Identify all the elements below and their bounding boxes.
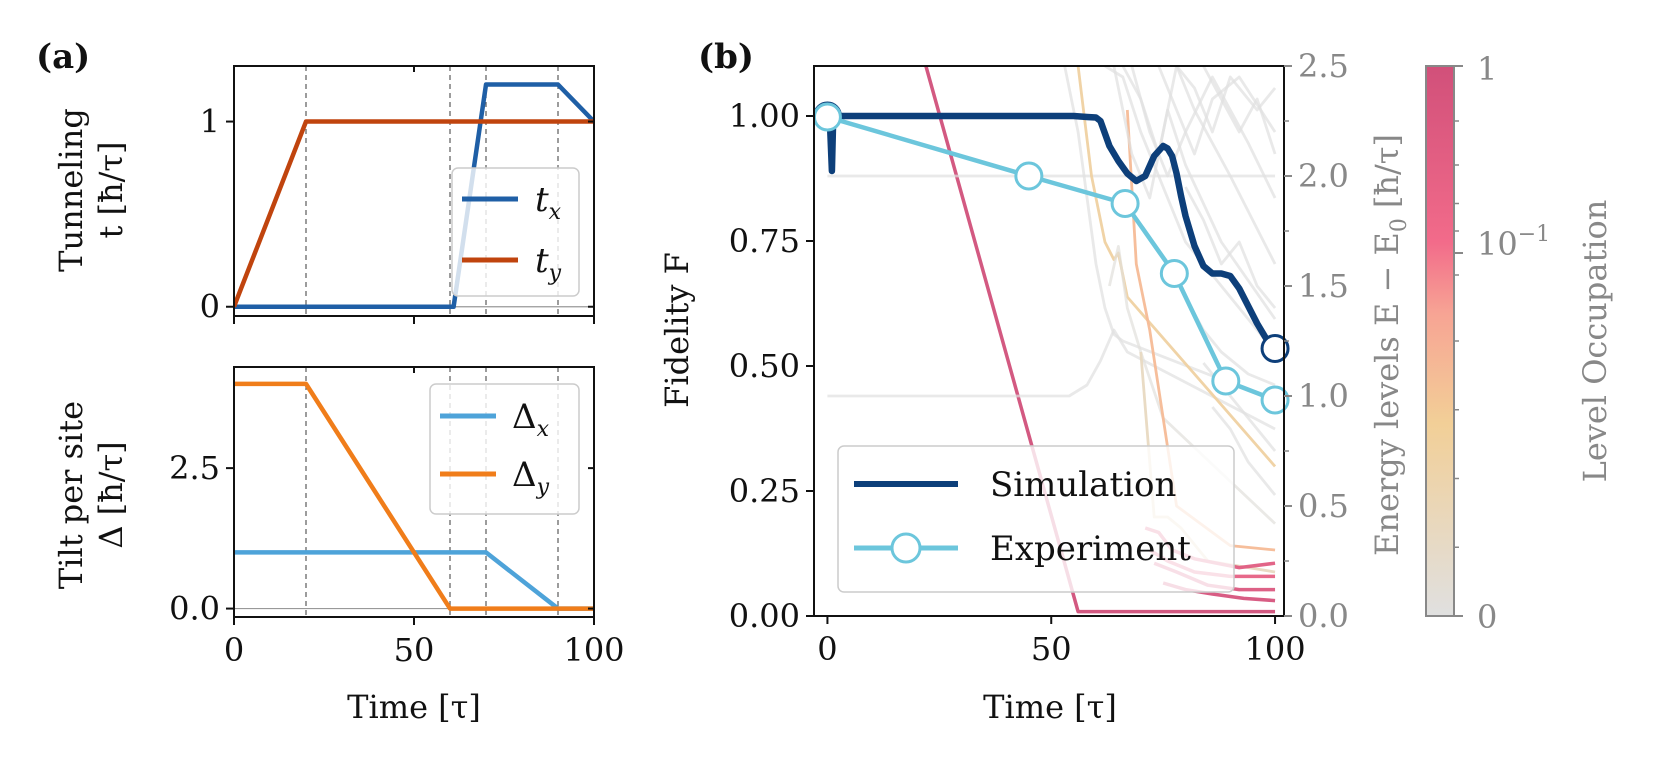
fidelity-xlabel: Time [τ]: [983, 688, 1117, 726]
energy-level-line: [1108, 244, 1277, 525]
colorbar-tick-1: 1: [1477, 50, 1497, 88]
energy-levels: [827, 66, 1277, 614]
tunneling-ytick-label: 0: [200, 288, 220, 326]
tunneling-ylabel-line1: Tunneling: [52, 108, 90, 272]
tunneling-plot: 01 Tunneling t [ħ/τ] tx ty: [52, 65, 595, 326]
tilt-legend-box: [429, 383, 580, 515]
fidelity-plot: 0.00 0.25 0.50 0.75 1.00 0.0 0.5 1.0 1.5 2.0 2.5 0 5…: [658, 47, 1412, 726]
legend-marker-experiment: [890, 532, 922, 564]
tilt-series: [234, 381, 594, 611]
panel-b-label: (b): [698, 37, 754, 77]
energy-level-line: [1184, 186, 1277, 309]
tilt-xtick-label: 50: [394, 631, 435, 669]
fidelity-ylabel: Fidelity F: [658, 252, 696, 408]
fidelity-xtick-label: 0: [817, 630, 837, 668]
energy-level-line: [1125, 109, 1276, 552]
tilt-line-Δy: [234, 381, 594, 611]
experiment-point: [812, 102, 842, 132]
energy-ytick-label: 2.0: [1298, 157, 1349, 195]
legend-label-ty: ty: [535, 241, 562, 286]
tilt-xtick-label: 0: [224, 631, 244, 669]
colorbar: 1 10−1 0 Level Occupation: [1425, 50, 1614, 636]
energy-ytick-label: 2.5: [1298, 47, 1349, 85]
energy-level-line: [1104, 66, 1277, 353]
energy-ytick-label: 0.5: [1298, 487, 1349, 525]
tilt-ytick-label: 0.0: [169, 590, 220, 628]
experiment-point: [1211, 366, 1241, 396]
legend-label-simulation: Simulation: [990, 465, 1176, 505]
experiment-point: [1110, 189, 1140, 218]
energy-level-line: [827, 328, 1276, 431]
energy-level-line: [1076, 66, 1277, 468]
simulation-end-marker: [1260, 334, 1290, 363]
legend-label-dx: Δx: [512, 397, 550, 442]
energy-ylabel: Energy levels E − E0[ħ/τ]: [1368, 134, 1412, 556]
tilt-ylabel-line1: Tilt per site: [52, 401, 90, 589]
experiment-point: [1014, 161, 1044, 191]
panel-a-label: (a): [36, 37, 90, 77]
colorbar-tick-0.1: 10−1: [1477, 222, 1550, 263]
fidelity-legend: Simulation Experiment: [837, 445, 1235, 593]
legend-label-dy: Δy: [512, 455, 550, 500]
colorbar-ticks: [1454, 65, 1463, 617]
energy-level-line: [1202, 66, 1277, 155]
colorbar-label: Level Occupation: [1576, 200, 1614, 483]
tunneling-ytick-label: 1: [200, 103, 220, 141]
legend-label-tx: tx: [535, 180, 562, 225]
fidelity-ytick-label: 0.50: [729, 347, 800, 385]
tilt-plot: 0.0 2.5 0 50 100 Tilt per site Δ [ħ/τ] Time …: [52, 366, 625, 726]
energy-ytick-label: 0.0: [1298, 597, 1349, 635]
tilt-legend: Δx Δy: [429, 383, 580, 515]
tilt-ylabel-line2: Δ [ħ/τ]: [92, 441, 130, 548]
tunneling-line-ty: [234, 119, 594, 308]
simulation-line: [826, 112, 1278, 351]
fidelity-series: [826, 112, 1278, 403]
colorbar-tick-0: 0: [1477, 598, 1497, 636]
fidelity-xtick-label: 50: [1031, 630, 1072, 668]
energy-level-line: [924, 66, 1276, 614]
energy-ytick-label: 1.0: [1298, 377, 1349, 415]
tunneling-ticks: 01: [200, 66, 595, 326]
tunneling-ylabel-line2: t [ħ/τ]: [92, 141, 130, 238]
fidelity-ytick-label: 1.00: [729, 97, 800, 135]
fidelity-ytick-label: 0.75: [729, 222, 800, 260]
colorbar-gradient: [1425, 65, 1455, 617]
legend-label-experiment: Experiment: [990, 529, 1191, 569]
tilt-ytick-label: 2.5: [169, 449, 220, 487]
fidelity-ticks: 0.00 0.25 0.50 0.75 1.00 0.0 0.5 1.0 1.5 2.0 2.5 0 5…: [729, 47, 1349, 668]
energy-level-line: [1063, 66, 1276, 402]
fidelity-ytick-label: 0.25: [729, 472, 800, 510]
energy-ytick-label: 1.5: [1298, 267, 1349, 305]
fidelity-markers: [812, 101, 1290, 415]
tilt-ticks: 0.0 2.5 0 50 100: [169, 367, 625, 669]
experiment-point: [1159, 259, 1189, 288]
tilt-xlabel: Time [τ]: [347, 688, 481, 726]
tilt-line-Δx: [234, 550, 594, 611]
experiment-line: [826, 114, 1276, 403]
energy-level-line: [1157, 66, 1277, 156]
experiment-point: [1260, 385, 1290, 415]
tilt-xtick-label: 100: [563, 631, 624, 669]
fidelity-ytick-label: 0.00: [729, 597, 800, 635]
fidelity-xtick-label: 100: [1245, 630, 1306, 668]
tunneling-legend: tx ty: [451, 167, 580, 297]
energy-level-line: [1211, 406, 1277, 496]
